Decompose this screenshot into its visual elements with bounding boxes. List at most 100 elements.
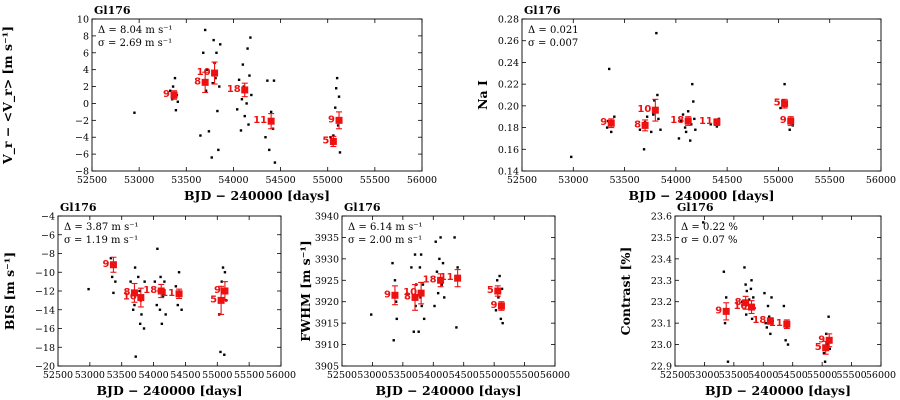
raw-data-point	[417, 330, 420, 333]
raw-data-point	[247, 123, 250, 126]
x-tick-label: 54500	[712, 175, 742, 186]
bin-count-label: 11	[699, 116, 713, 127]
x-tick-label: 55500	[360, 175, 390, 186]
raw-data-point	[163, 280, 166, 283]
x-tick-label: 54500	[449, 370, 479, 381]
raw-data-point	[822, 351, 826, 355]
raw-data-point	[456, 266, 459, 269]
raw-data-point	[205, 68, 209, 71]
y-tick-label: 0.20	[498, 101, 519, 112]
x-tick-label: 53500	[609, 175, 639, 186]
raw-data-point	[749, 287, 753, 291]
raw-data-point	[786, 343, 790, 346]
bin-count-label: 8	[634, 119, 641, 130]
raw-data-point	[394, 300, 398, 303]
plot-frame	[674, 215, 882, 367]
bin-count-label: 9	[780, 115, 787, 126]
bin-count-label: 11	[253, 115, 267, 126]
bin-count-label: 9	[715, 305, 722, 316]
y-tick-label: 3910	[315, 340, 339, 351]
raw-data-point	[420, 304, 423, 308]
x-tick-label: 53000	[75, 370, 105, 381]
raw-data-point	[174, 285, 178, 288]
raw-data-point	[214, 76, 217, 80]
bin-count-label: 8	[194, 76, 201, 87]
chart-panel-4: 52500 53000 53500 54000 54500 55000 55500 56000…	[298, 201, 570, 398]
x-axis-label: BJD − 240000 [days]	[628, 188, 774, 203]
y-tick-label: 0.22	[498, 80, 519, 91]
raw-data-point	[245, 102, 248, 105]
binned-data-point	[742, 299, 750, 307]
bin-count-label: 9	[490, 300, 497, 311]
bin-count-label: 11	[769, 318, 783, 329]
raw-data-point	[443, 296, 446, 299]
raw-data-point	[207, 130, 211, 133]
raw-data-point	[133, 266, 137, 269]
chart-title: Gl176	[524, 4, 561, 17]
raw-data-point	[410, 266, 413, 269]
raw-data-point	[335, 87, 338, 90]
raw-data-point	[650, 130, 653, 134]
raw-data-point	[436, 291, 440, 295]
raw-data-point	[500, 287, 504, 291]
raw-data-point	[156, 247, 159, 251]
x-tick-label: 54000	[218, 175, 248, 186]
raw-data-point	[652, 113, 655, 116]
raw-data-point	[137, 275, 140, 279]
bin-count-label: 9	[384, 289, 391, 300]
bin-count-label: 5	[322, 135, 329, 146]
binned-data-point	[783, 320, 791, 328]
raw-data-point	[747, 298, 751, 301]
raw-data-point	[419, 296, 422, 299]
raw-data-point	[684, 130, 688, 134]
raw-data-point	[655, 31, 658, 35]
raw-data-point	[176, 303, 179, 307]
bin-count-label: 10	[197, 67, 211, 78]
raw-data-point	[133, 303, 136, 307]
raw-data-point	[223, 271, 227, 274]
raw-data-point	[138, 289, 141, 293]
bin-count-label: 9	[600, 117, 607, 128]
y-tick-label: −14	[35, 305, 55, 316]
raw-data-point	[159, 275, 162, 279]
stat-annotation: Δ = 0.22 %	[681, 222, 738, 233]
raw-data-point	[210, 156, 213, 159]
y-tick-label: −6	[75, 150, 89, 161]
raw-data-point	[329, 136, 332, 139]
raw-data-point	[656, 93, 659, 97]
x-tick-label: 53500	[388, 370, 418, 381]
raw-data-point	[439, 236, 442, 239]
raw-data-point	[241, 63, 245, 66]
raw-data-point	[393, 279, 397, 282]
chart-panel-5: 52500 53000 53500 54000 54500 55000 55500 56000…	[618, 201, 896, 398]
raw-data-point	[114, 280, 117, 283]
raw-data-point	[269, 110, 273, 114]
bin-count-label: 11	[440, 272, 454, 283]
raw-data-point	[494, 309, 498, 312]
bin-count-label: 10	[403, 287, 417, 298]
y-tick-label: −8	[41, 249, 55, 260]
raw-data-point	[246, 47, 249, 50]
raw-data-point	[272, 79, 276, 82]
y-tick-label: 8	[83, 31, 89, 42]
y-tick-label: −20	[35, 362, 55, 373]
binned-data-point	[211, 69, 219, 77]
raw-data-point	[642, 148, 646, 151]
raw-data-point	[177, 271, 181, 274]
binned-data-point	[454, 274, 462, 282]
raw-data-point	[765, 326, 769, 329]
raw-data-point	[204, 89, 208, 92]
binned-data-point	[437, 276, 445, 284]
y-tick-label: −2	[75, 116, 89, 127]
raw-data-point	[495, 279, 499, 282]
x-tick-label: 54500	[170, 370, 200, 381]
chart-panel-2: 52500 53000 53500 54000 54500 55000 55500 56000…	[475, 4, 896, 203]
raw-data-point	[143, 280, 146, 283]
binned-data-point	[722, 307, 730, 315]
raw-data-point	[153, 280, 157, 283]
raw-data-point	[248, 74, 251, 77]
raw-data-point	[653, 99, 656, 102]
binned-data-point	[241, 86, 249, 94]
raw-data-point	[725, 296, 728, 299]
raw-data-point	[570, 155, 573, 159]
